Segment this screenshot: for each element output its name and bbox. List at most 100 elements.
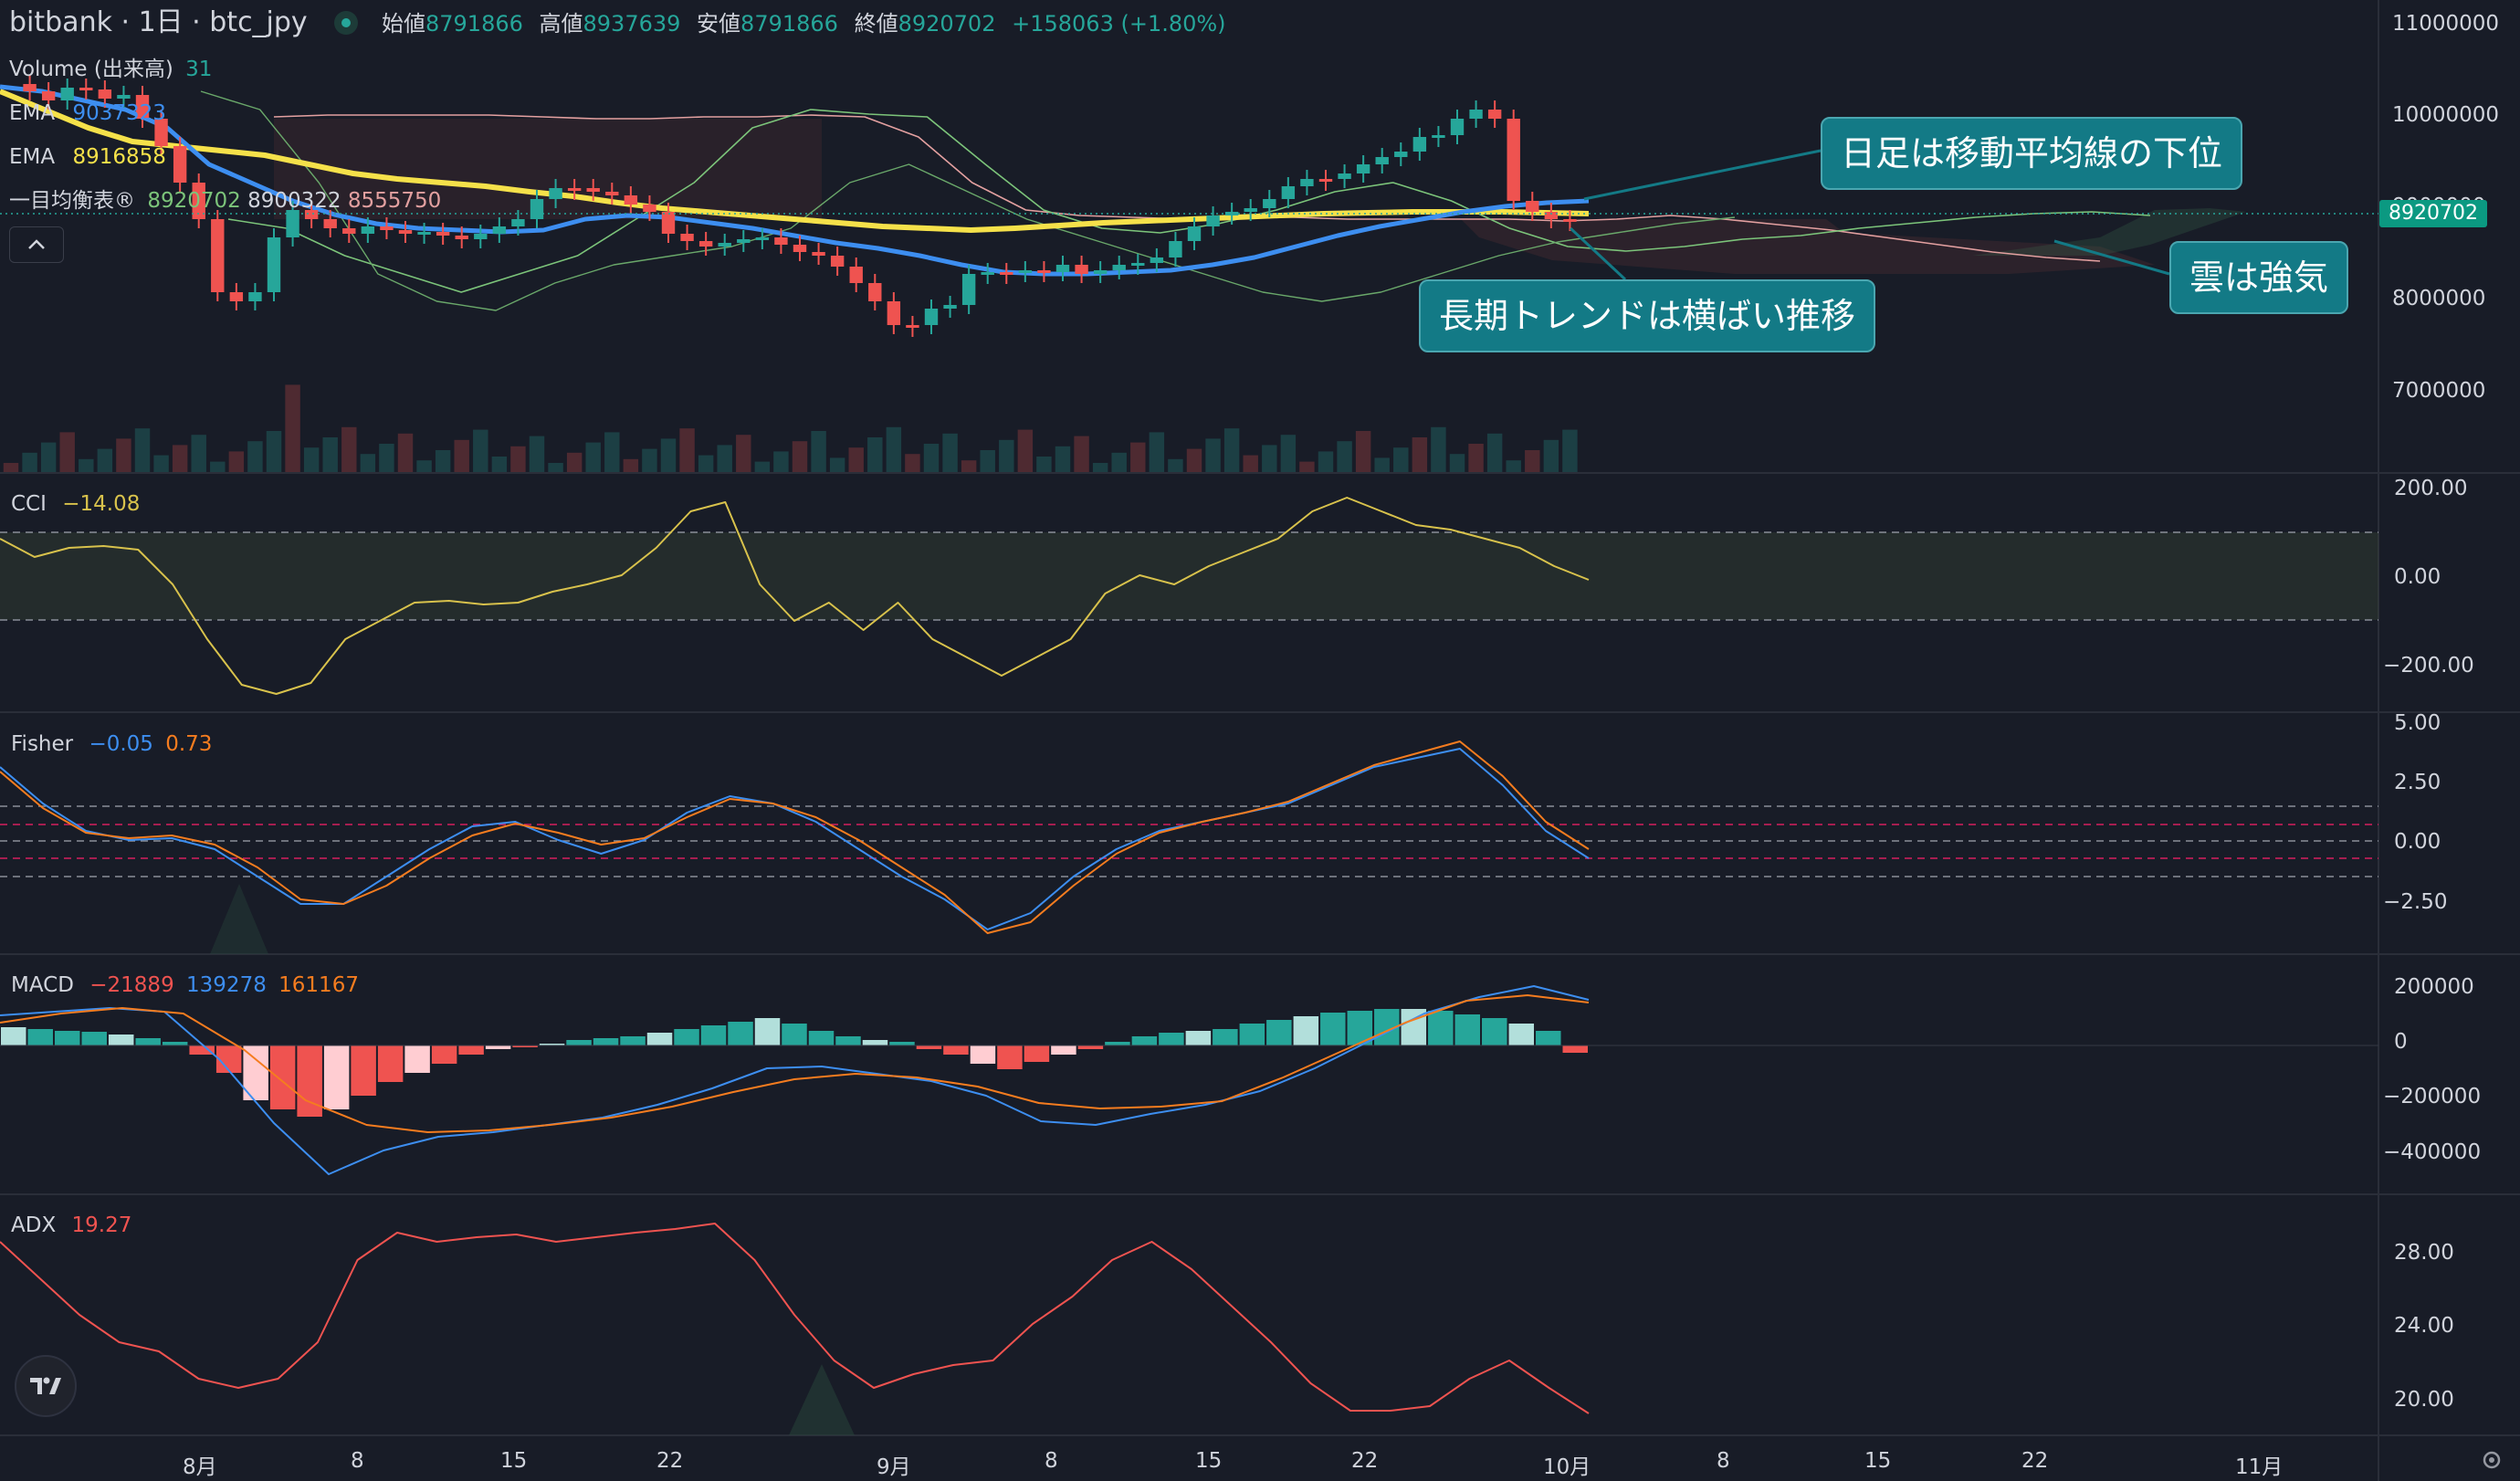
- date-label: 8: [351, 1449, 364, 1473]
- volume-bar: [172, 445, 188, 472]
- macd-legend[interactable]: MACD −21889 139278 161167: [11, 972, 359, 998]
- candle-body: [267, 237, 281, 292]
- fisher-legend[interactable]: Fisher −0.05 0.73: [11, 731, 212, 757]
- volume-bar: [1355, 431, 1371, 472]
- candle-body: [849, 267, 863, 283]
- volume-bar: [754, 461, 771, 472]
- macd-histogram-bar: [943, 1045, 969, 1055]
- macd-histogram-bar: [189, 1045, 215, 1055]
- volume-bar: [886, 426, 902, 472]
- candle-body: [718, 243, 731, 247]
- volume-bar: [1431, 426, 1446, 472]
- candle-body: [1432, 135, 1445, 138]
- candle-body: [567, 188, 582, 191]
- volume-bar: [1074, 436, 1089, 472]
- candle-body: [304, 210, 319, 219]
- chikou-span-line: [200, 90, 1736, 311]
- volume-bar: [416, 460, 432, 472]
- adx-legend[interactable]: ADX 19.27: [11, 1213, 131, 1238]
- symbol-title[interactable]: bitbank · 1日 · btc_jpy: [9, 6, 308, 38]
- candle-body: [417, 232, 431, 235]
- macd-histogram-bar: [782, 1024, 807, 1045]
- kumo-cloud-area: [274, 119, 822, 219]
- legend-ema-fast[interactable]: EMA 9037323: [9, 100, 166, 126]
- macd-name: MACD: [11, 973, 74, 997]
- legend-ema-slow[interactable]: EMA 8916858: [9, 144, 166, 170]
- volume-bar: [585, 442, 601, 472]
- cci-legend[interactable]: CCI −14.08: [11, 491, 140, 517]
- callout-long-term-trend[interactable]: 長期トレンドは横ばい推移: [1419, 279, 1876, 352]
- settings-gear-icon[interactable]: [2478, 1446, 2505, 1477]
- volume-bar: [1111, 452, 1127, 472]
- volume-bar: [1092, 463, 1108, 472]
- macd-histogram-bar: [754, 1018, 781, 1045]
- candle-body: [530, 199, 544, 219]
- candle-body: [1000, 272, 1013, 275]
- candle-body: [211, 219, 225, 292]
- legend-ichimoku[interactable]: 一目均衡表® 8920702 8900322 8555750: [9, 188, 441, 214]
- date-label: 11月: [2235, 1455, 2284, 1479]
- fisher-axis-label: 5.00: [2394, 711, 2441, 735]
- adx-axis-label: 28.00: [2394, 1241, 2454, 1265]
- tradingview-logo[interactable]: [15, 1355, 77, 1417]
- macd-histogram-bar: [215, 1045, 242, 1073]
- volume-bar: [660, 438, 677, 472]
- date-label: 8月: [183, 1455, 217, 1479]
- macd-value-3: 161167: [278, 973, 359, 997]
- candle-body: [774, 237, 788, 245]
- volume-name: Volume (出来高): [9, 58, 173, 81]
- adx-axis-label: 20.00: [2394, 1388, 2454, 1412]
- macd-histogram-bar: [835, 1036, 861, 1045]
- volume-bar: [1525, 450, 1540, 472]
- macd-histogram-bar: [1051, 1045, 1076, 1055]
- ichimoku-value-2: 8900322: [247, 189, 341, 213]
- volume-bar: [22, 452, 37, 472]
- candle-body: [549, 188, 562, 199]
- date-label: 22: [1351, 1449, 1379, 1473]
- macd-histogram-bar: [674, 1029, 699, 1045]
- volume-bar: [1280, 435, 1297, 472]
- callout-below-moving-average[interactable]: 日足は移動平均線の下位: [1821, 117, 2243, 190]
- macd-histogram-bar: [620, 1036, 646, 1045]
- collapse-legend-button[interactable]: [9, 226, 64, 263]
- candle-body: [41, 91, 56, 100]
- volume-bar: [1412, 437, 1428, 472]
- macd-axis-label: −400000: [2383, 1140, 2482, 1164]
- candle-body: [323, 219, 337, 228]
- volume-bar: [999, 439, 1014, 472]
- ema-fast-name: EMA: [9, 101, 56, 125]
- candle-body: [943, 305, 957, 309]
- volume-bar: [773, 451, 789, 472]
- macd-histogram-bar: [593, 1038, 619, 1045]
- macd-histogram-bar: [1024, 1045, 1050, 1062]
- fisher-axis-label: 0.00: [2394, 830, 2441, 854]
- volume-bar: [266, 431, 282, 472]
- date-label: 15: [1864, 1449, 1892, 1473]
- fisher-axis-label: −2.50: [2383, 890, 2448, 914]
- legend-volume[interactable]: Volume (出来高) 31: [9, 57, 212, 82]
- volume-bar: [1506, 460, 1521, 472]
- candle-body: [737, 239, 751, 243]
- candle-body: [361, 226, 375, 234]
- volume-bar: [1186, 448, 1202, 472]
- macd-histogram-bar: [1131, 1036, 1158, 1045]
- volume-bar: [322, 437, 338, 472]
- adx-name: ADX: [11, 1213, 57, 1237]
- date-label: 8: [1045, 1449, 1058, 1473]
- candle-body: [1563, 219, 1577, 222]
- macd-histogram-bar: [970, 1045, 996, 1064]
- price-axis-label: 11000000: [2392, 12, 2500, 36]
- callout-cloud-bullish[interactable]: 雲は強気: [2169, 241, 2349, 314]
- high-value: 8937639: [583, 11, 681, 37]
- candle-body: [887, 301, 901, 325]
- macd-histogram-bar: [566, 1040, 592, 1045]
- macd-histogram-bar: [27, 1029, 53, 1045]
- candle-body: [1507, 119, 1520, 201]
- volume-value: 31: [185, 58, 213, 81]
- volume-bar: [698, 455, 714, 472]
- volume-bar: [1223, 428, 1240, 472]
- candle-body: [98, 89, 112, 99]
- macd-histogram-bar: [431, 1045, 457, 1064]
- macd-histogram-bar: [269, 1045, 296, 1109]
